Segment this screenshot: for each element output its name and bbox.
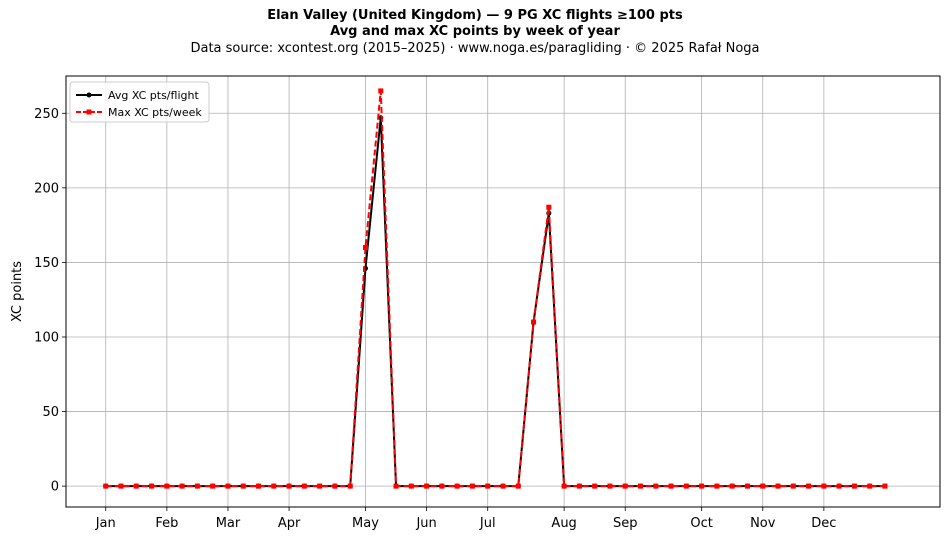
data-point-max — [256, 483, 262, 489]
data-point-max — [775, 483, 781, 489]
x-tick-label: Oct — [690, 516, 712, 531]
data-point-max — [851, 483, 857, 489]
data-point-max — [836, 483, 842, 489]
data-point-max — [439, 483, 445, 489]
data-point-max — [714, 483, 720, 489]
x-tick-label: Aug — [551, 516, 576, 531]
data-point-max — [561, 483, 567, 489]
data-point-max — [653, 483, 659, 489]
data-point-max — [393, 483, 399, 489]
x-tick-label: Nov — [750, 516, 776, 531]
y-axis-label: XC points — [10, 261, 25, 322]
data-point-max — [378, 88, 384, 94]
x-tick-label: Sep — [613, 516, 638, 531]
y-tick-label: 50 — [42, 405, 59, 420]
y-tick-label: 200 — [34, 181, 59, 196]
x-tick-label: Jan — [95, 516, 116, 531]
data-point-max — [546, 204, 552, 210]
data-point-max — [638, 483, 644, 489]
data-point-max — [469, 483, 475, 489]
legend-marker-max — [86, 109, 92, 115]
data-point-max — [164, 483, 170, 489]
data-point-max — [362, 245, 368, 251]
data-point-max — [622, 483, 628, 489]
x-tick-label: May — [352, 516, 379, 531]
axis-layer: 0 50 100 150 200 250 Jan Feb Mar Apr May Jun Jul Aug S… — [10, 107, 836, 531]
y-tick-label: 0 — [51, 480, 59, 495]
data-point-max — [821, 483, 827, 489]
data-point-max — [286, 483, 292, 489]
series-line-2 — [105, 89, 885, 488]
data-point-max — [317, 483, 323, 489]
data-point-max — [424, 483, 430, 489]
data-point-max — [194, 483, 200, 489]
data-point-max — [133, 483, 139, 489]
data-point-max — [332, 483, 338, 489]
series-line-1 — [105, 116, 885, 488]
data-point-max — [760, 483, 766, 489]
x-tick-label: Dec — [811, 516, 836, 531]
data-point-max — [531, 319, 537, 325]
data-point-max — [500, 483, 506, 489]
y-tick-label: 150 — [34, 256, 59, 271]
x-tick-label: Mar — [216, 516, 241, 531]
data-point-max — [744, 483, 750, 489]
data-point-max — [210, 483, 216, 489]
legend-marker-avg — [86, 92, 92, 98]
chart-subtitle: Avg and max XC points by week of year — [330, 24, 620, 39]
data-point-max — [576, 483, 582, 489]
x-tick-label: Jun — [415, 516, 436, 531]
x-tick-label: Apr — [278, 516, 301, 531]
data-point-max — [882, 483, 888, 489]
data-point-max — [592, 483, 598, 489]
data-point-max — [790, 483, 796, 489]
data-point-max — [454, 483, 460, 489]
legend-label-2: Max XC pts/week — [108, 106, 202, 119]
y-tick-label: 250 — [34, 107, 59, 122]
data-point-max — [103, 483, 109, 489]
series-layer — [103, 88, 888, 489]
data-point-max — [683, 483, 689, 489]
legend-box — [69, 81, 210, 123]
data-point-max — [607, 483, 613, 489]
data-point-max — [485, 483, 491, 489]
chart-title: Elan Valley (United Kingdom) — 9 PG XC f… — [267, 8, 683, 23]
data-point-max — [225, 483, 231, 489]
data-point-max — [271, 483, 277, 489]
data-point-max — [729, 483, 735, 489]
data-point-max — [179, 483, 185, 489]
legend: Avg XC pts/flight Max XC pts/week — [69, 81, 210, 123]
x-tick-label: Jul — [479, 516, 496, 531]
legend-label-1: Avg XC pts/flight — [108, 89, 199, 102]
x-tick-label: Feb — [155, 516, 178, 531]
data-point-max — [515, 483, 521, 489]
data-point-max — [301, 483, 307, 489]
data-point-max — [408, 483, 414, 489]
chart-title-block: Elan Valley (United Kingdom) — 9 PG XC f… — [0, 8, 950, 57]
grid-layer — [66, 76, 940, 507]
data-point-max — [699, 483, 705, 489]
data-point-max — [347, 483, 353, 489]
plot-frame — [65, 75, 941, 508]
chart-source-line: Data source: xcontest.org (2015–2025) · … — [190, 41, 760, 56]
data-point-max — [149, 483, 155, 489]
data-point-max — [668, 483, 674, 489]
data-point-max — [240, 483, 246, 489]
y-tick-label: 100 — [34, 330, 59, 345]
data-point-max — [118, 483, 124, 489]
data-point-max — [806, 483, 812, 489]
data-point-max — [867, 483, 873, 489]
